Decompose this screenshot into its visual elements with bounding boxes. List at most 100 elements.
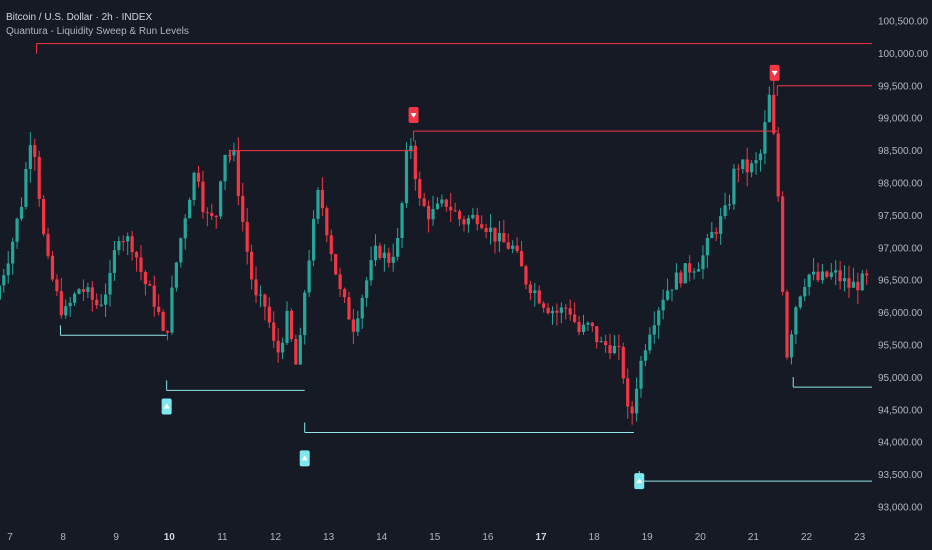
- candle-body: [785, 291, 789, 358]
- candle-body: [329, 235, 333, 255]
- candle-body: [396, 238, 400, 257]
- candle-body: [86, 287, 90, 292]
- candle-body: [236, 150, 240, 196]
- candle-body: [586, 322, 590, 325]
- candle-body: [449, 206, 453, 211]
- candle-body: [736, 168, 740, 170]
- candle-body: [46, 234, 50, 256]
- candle-body: [679, 272, 683, 284]
- candle-body: [59, 291, 63, 316]
- candle-body: [42, 199, 46, 235]
- candle-body: [90, 287, 94, 300]
- candle-body: [462, 219, 466, 225]
- price-tick-label: 93,500.00: [878, 470, 923, 481]
- candle-body: [475, 214, 479, 225]
- date-tick-label: 15: [429, 532, 441, 543]
- candle-body: [108, 272, 112, 295]
- candle-body: [272, 322, 276, 341]
- candle-body: [581, 324, 586, 333]
- candle-body: [648, 334, 652, 351]
- candle-body: [444, 199, 448, 207]
- candle-body: [303, 292, 307, 336]
- candle-body: [165, 330, 170, 333]
- candle-body: [378, 245, 382, 259]
- candle-body: [555, 310, 559, 313]
- price-tick-label: 100,000.00: [878, 49, 928, 60]
- candle-body: [68, 302, 72, 307]
- candle-body: [488, 227, 493, 233]
- candle-body: [515, 245, 519, 252]
- candle-body: [245, 221, 249, 252]
- date-tick-label: 20: [695, 532, 707, 543]
- candle-body: [825, 271, 829, 277]
- candle-body: [210, 212, 214, 217]
- candle-body: [798, 296, 802, 308]
- candle-body: [851, 281, 856, 288]
- candle-body: [568, 308, 572, 315]
- candle-body: [652, 325, 656, 335]
- candles-layer: [0, 80, 869, 425]
- candle-body: [710, 232, 714, 239]
- candle-body: [537, 290, 541, 304]
- candle-body: [519, 251, 524, 267]
- candle-body: [657, 310, 661, 326]
- symbol-title: Bitcoin / U.S. Dollar · 2h · INDEX: [6, 12, 153, 23]
- candle-body: [289, 310, 294, 340]
- candle-body: [0, 285, 1, 300]
- candle-body: [241, 195, 245, 222]
- price-tick-label: 98,500.00: [878, 146, 923, 157]
- date-tick-label: 13: [323, 532, 335, 543]
- candle-body: [595, 326, 599, 343]
- candle-body: [639, 360, 643, 389]
- candle-body: [179, 238, 183, 263]
- price-tick-label: 96,000.00: [878, 308, 923, 319]
- candle-body: [533, 290, 537, 294]
- candle-body: [201, 181, 205, 213]
- candle-body: [524, 266, 528, 285]
- candle-body: [511, 245, 515, 249]
- candle-body: [188, 199, 192, 219]
- candle-body: [626, 378, 630, 407]
- price-tick-label: 96,500.00: [878, 276, 923, 287]
- candle-body: [670, 289, 674, 291]
- candle-body: [28, 145, 32, 170]
- candle-body: [15, 218, 19, 242]
- date-tick-label: 14: [376, 532, 388, 543]
- price-tick-label: 95,000.00: [878, 373, 923, 384]
- candle-body: [152, 285, 156, 307]
- candle-body: [847, 278, 851, 288]
- price-axis: 100,500.00 100,000.00 99,500.00 99,000.00 98…: [878, 17, 928, 514]
- candle-body: [457, 211, 462, 220]
- candle-body: [418, 179, 422, 199]
- candle-body: [64, 306, 68, 316]
- candle-body: [227, 154, 232, 156]
- candle-body: [325, 208, 329, 236]
- candle-body: [338, 274, 342, 290]
- candle-body: [422, 198, 426, 206]
- candle-body: [307, 260, 311, 293]
- candle-body: [794, 307, 798, 335]
- candle-body: [232, 150, 236, 156]
- candle-body: [391, 256, 395, 263]
- candle-body: [95, 299, 99, 306]
- candle-body: [103, 294, 108, 305]
- candle-body: [387, 252, 391, 263]
- candle-body: [174, 262, 178, 288]
- candle-body: [506, 242, 510, 249]
- indicator-name: Quantura - Liquidity Sweep & Run Levels: [6, 26, 189, 37]
- candle-body: [11, 241, 15, 264]
- candle-body: [404, 150, 409, 204]
- candle-body: [219, 181, 223, 217]
- candle-body: [37, 156, 41, 200]
- candle-body: [789, 334, 794, 358]
- candle-body: [546, 307, 550, 314]
- candle-body: [754, 160, 758, 164]
- price-tick-label: 97,000.00: [878, 243, 923, 254]
- candle-body: [683, 263, 687, 284]
- candle-body: [139, 257, 143, 273]
- candle-body: [263, 294, 267, 307]
- candle-body: [134, 252, 139, 258]
- candle-body: [170, 287, 174, 333]
